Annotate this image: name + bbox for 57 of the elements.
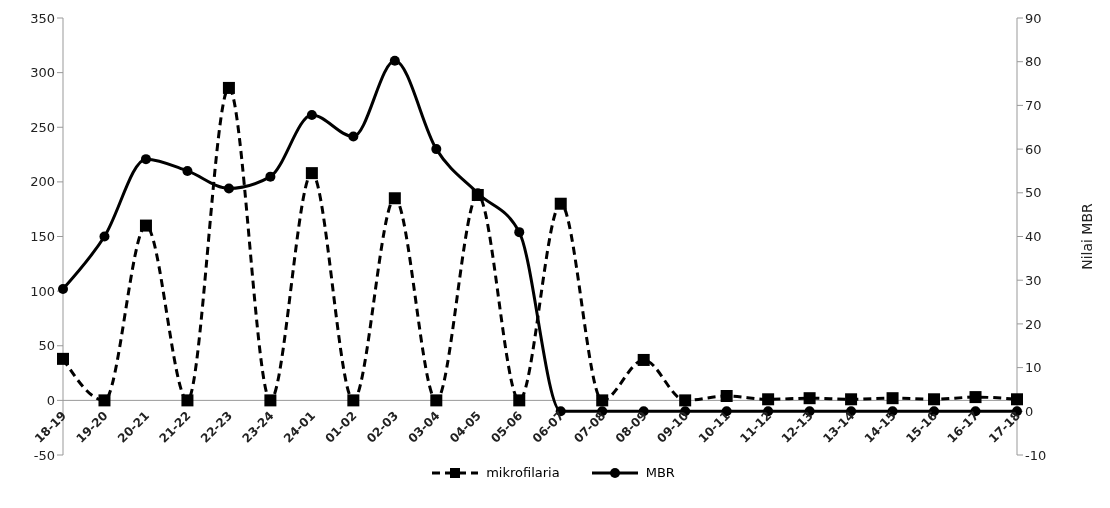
point [305, 167, 318, 180]
point [514, 227, 525, 238]
point [348, 131, 359, 142]
point [430, 394, 443, 407]
y-tick-label: 50 [38, 338, 55, 354]
y2-tick-label: 70 [1025, 98, 1042, 114]
point [720, 390, 733, 403]
point [347, 394, 360, 407]
point [99, 231, 110, 242]
point [1011, 393, 1023, 406]
legend-label: mikrofilaria [486, 465, 560, 480]
point [139, 219, 152, 232]
y2-tick-label: 0 [1025, 403, 1034, 419]
point [265, 171, 276, 182]
y2-tick-label: 40 [1025, 229, 1042, 245]
point [264, 394, 277, 407]
point [679, 394, 692, 407]
point [182, 165, 193, 176]
y-tick-label: 100 [30, 283, 55, 299]
point [306, 110, 317, 121]
point [513, 394, 526, 407]
y2-tick-label: 20 [1025, 316, 1042, 332]
y2-tick-label: 60 [1025, 141, 1042, 157]
y-tick-label: 250 [30, 119, 55, 135]
point [222, 81, 235, 94]
point [140, 154, 151, 165]
point [223, 183, 234, 194]
legend-label: MBR [645, 465, 675, 480]
y2-tick-label: 90 [1025, 10, 1042, 26]
point [389, 55, 400, 66]
point [762, 393, 775, 406]
point [928, 393, 941, 406]
point [803, 392, 816, 405]
point [886, 392, 899, 405]
y-tick-label: 300 [30, 65, 55, 81]
point [969, 391, 982, 404]
y2-tick-label: 50 [1025, 185, 1042, 201]
point [58, 283, 68, 294]
point [554, 197, 567, 210]
point [57, 352, 69, 365]
y2-axis-title: Nilai MBR [1078, 202, 1095, 270]
y-tick-label: -50 [33, 447, 55, 463]
point [596, 394, 609, 407]
y-tick-label: 200 [30, 174, 55, 190]
y-tick-label: 0 [46, 392, 55, 408]
point [98, 394, 111, 407]
point [181, 394, 194, 407]
y-tick-label: 150 [30, 229, 55, 245]
point [637, 353, 650, 366]
point [845, 393, 858, 406]
point [431, 144, 442, 155]
y-tick-label: 350 [30, 10, 55, 26]
y2-tick-label: -10 [1025, 447, 1047, 463]
point [388, 192, 401, 205]
y2-tick-label: 10 [1025, 360, 1042, 376]
y2-tick-label: 80 [1025, 54, 1042, 70]
y2-tick-label: 30 [1025, 272, 1042, 288]
